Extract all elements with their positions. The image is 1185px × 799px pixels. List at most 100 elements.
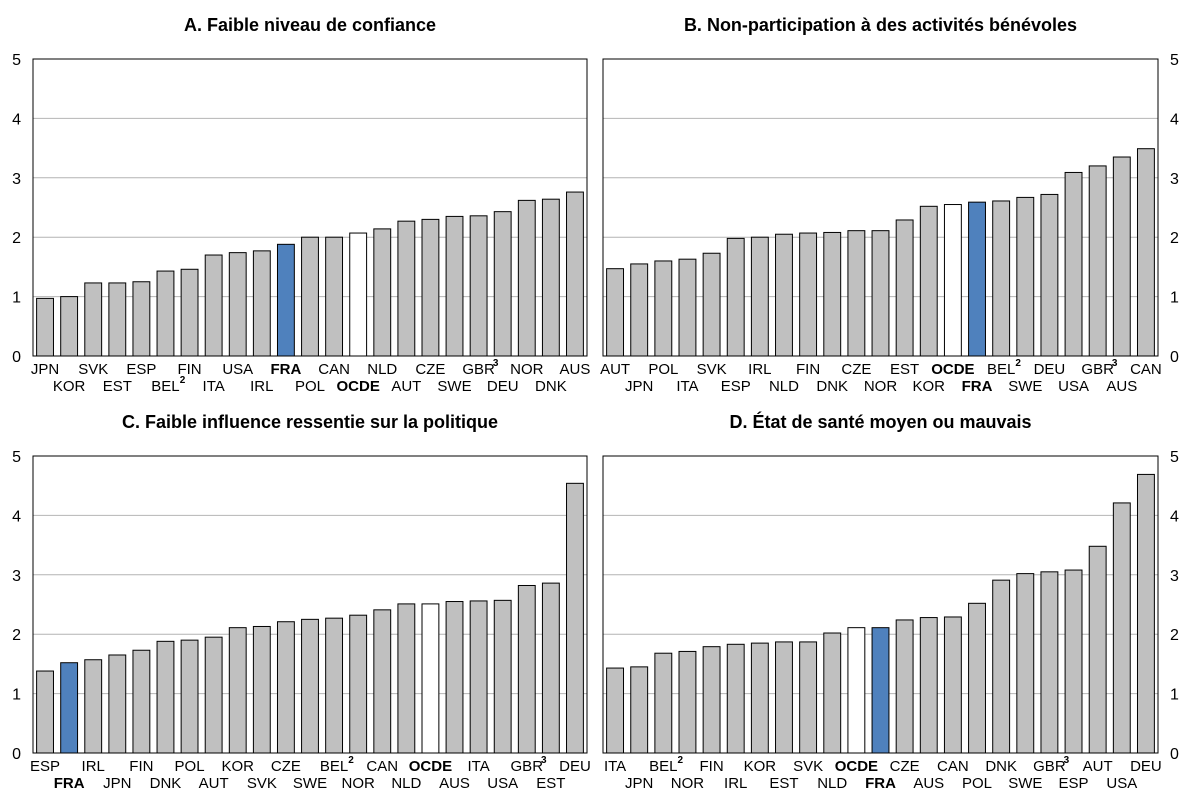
y-tick-label: 5	[1170, 449, 1179, 466]
x-tick-superscript: 2	[180, 375, 186, 386]
x-tick-label: AUT	[600, 361, 630, 378]
x-tick-label: CZE	[841, 361, 871, 378]
x-tick-superscript: 3	[541, 755, 547, 766]
x-tick-label: EST	[769, 775, 798, 792]
y-tick-label: 4	[12, 111, 21, 128]
bar-fin	[702, 646, 721, 754]
bar-ita	[606, 667, 625, 754]
y-tick-label: 3	[1170, 171, 1179, 188]
x-tick-label: AUS	[1106, 378, 1137, 395]
x-tick-label: FRA	[865, 775, 896, 792]
x-tick-label: AUT	[199, 775, 229, 792]
bar-pol	[968, 602, 986, 754]
bar-jpn	[630, 666, 649, 754]
x-tick-label: ITA	[604, 758, 626, 775]
x-tick-label: KOR	[221, 758, 254, 775]
x-tick-label: AUS	[913, 775, 944, 792]
x-tick-superscript: 3	[493, 358, 499, 369]
bar-dnk	[823, 231, 842, 357]
x-tick-label: GBR	[511, 758, 544, 775]
bar-bel	[325, 617, 344, 754]
x-tick-superscript: 2	[678, 755, 684, 766]
x-tick-label: NLD	[367, 361, 397, 378]
x-tick-label: SWE	[293, 775, 327, 792]
bar-nld	[373, 228, 392, 357]
x-tick-label: ITA	[467, 758, 489, 775]
x-tick-label: POL	[648, 361, 678, 378]
x-tick-label: EST	[536, 775, 565, 792]
x-tick-label: OCDE	[835, 758, 878, 775]
bar-gbr	[517, 584, 536, 754]
x-tick-label: FIN	[129, 758, 153, 775]
x-tick-superscript: 3	[1112, 358, 1118, 369]
x-tick-label: IRL	[748, 361, 771, 378]
bar-kor	[228, 627, 247, 754]
bar-deu	[493, 211, 512, 357]
x-tick-label: FRA	[962, 378, 993, 395]
y-tick-label: 3	[1170, 568, 1179, 585]
x-tick-label: FRA	[54, 775, 85, 792]
bar-pol	[654, 260, 673, 357]
bar-swe	[1016, 196, 1035, 357]
bar-est	[895, 219, 914, 357]
bar-ocde	[847, 627, 866, 754]
bar-fra	[968, 201, 986, 357]
bar-can	[1136, 148, 1155, 357]
chart-panel-b: B. Non-participation à des activités bén…	[600, 15, 1179, 395]
y-tick-label: 4	[1170, 508, 1179, 525]
x-tick-label: GBR	[462, 361, 495, 378]
x-tick-label: USA	[222, 361, 253, 378]
bar-fra	[871, 627, 890, 754]
x-tick-label: DNK	[150, 775, 182, 792]
x-tick-label: KOR	[53, 378, 86, 395]
bar-jpn	[36, 297, 54, 357]
bar-ocde	[349, 232, 368, 357]
y-tick-label: 4	[1170, 111, 1179, 128]
x-tick-label: ESP	[126, 361, 156, 378]
x-tick-label: ESP	[1059, 775, 1089, 792]
x-tick-label: FIN	[700, 758, 724, 775]
chart-panel-a: A. Faible niveau de confiance 0 1 2 3 4 5 JPNKO…	[12, 15, 590, 395]
x-tick-label: AUT	[391, 378, 421, 395]
x-tick-label: DEU	[559, 758, 591, 775]
y-tick-label: 1	[12, 290, 21, 307]
x-tick-label: IRL	[82, 758, 105, 775]
bar-gbr	[1040, 571, 1059, 754]
bar-aut	[397, 220, 416, 357]
y-tick-label: 5	[12, 52, 21, 69]
bar-est	[775, 641, 793, 754]
bar-nor	[871, 230, 890, 357]
bar-ita	[678, 258, 697, 357]
bar-esp	[1064, 569, 1083, 754]
x-tick-label: NOR	[510, 361, 544, 378]
plot-frame	[32, 58, 588, 357]
bar-irl	[84, 659, 103, 754]
x-tick-label: CZE	[890, 758, 920, 775]
y-tick-label: 1	[1170, 687, 1179, 704]
bar-aus	[445, 601, 464, 754]
bar-est	[541, 582, 560, 754]
x-tick-label: FRA	[270, 361, 301, 378]
y-tick-label: 5	[12, 449, 21, 466]
x-tick-label: NLD	[391, 775, 421, 792]
bar-deu	[1136, 473, 1155, 754]
bar-kor	[60, 296, 79, 357]
x-tick-label: SWE	[437, 378, 471, 395]
x-tick-label: CAN	[366, 758, 398, 775]
x-tick-label: JPN	[103, 775, 131, 792]
bar-kor	[919, 205, 938, 357]
bar-nor	[678, 650, 697, 754]
y-tick-label: 1	[12, 687, 21, 704]
bar-swe	[301, 618, 319, 754]
bar-deu	[566, 482, 584, 754]
chart-title: A. Faible niveau de confiance	[184, 15, 436, 35]
x-tick-label: SVK	[793, 758, 823, 775]
bar-esp	[726, 237, 745, 357]
bar-fin	[799, 232, 818, 357]
y-tick-label: 0	[1170, 746, 1179, 763]
x-tick-label: NOR	[671, 775, 705, 792]
bar-can	[325, 236, 344, 357]
x-tick-label: JPN	[625, 775, 653, 792]
bar-dnk	[992, 579, 1011, 754]
